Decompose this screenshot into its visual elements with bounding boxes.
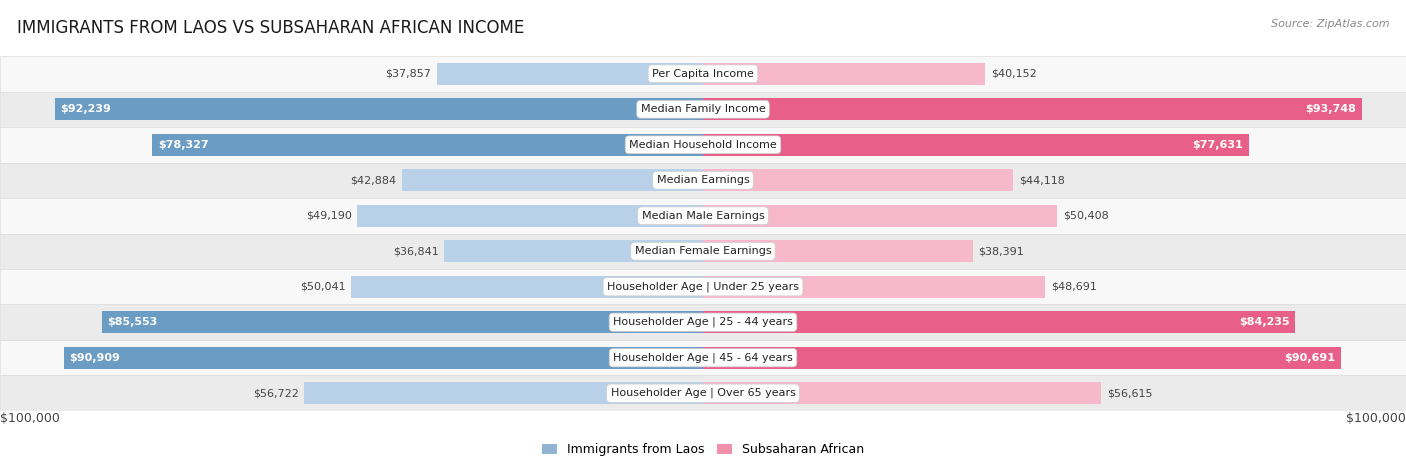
- FancyBboxPatch shape: [0, 163, 1406, 198]
- Bar: [703, 205, 1057, 227]
- FancyBboxPatch shape: [0, 340, 1406, 375]
- Text: $93,748: $93,748: [1306, 104, 1357, 114]
- Bar: [703, 382, 1101, 404]
- Text: $48,691: $48,691: [1050, 282, 1097, 292]
- Bar: [703, 98, 1362, 120]
- Bar: [703, 311, 1295, 333]
- FancyBboxPatch shape: [0, 198, 1406, 234]
- Legend: Immigrants from Laos, Subsaharan African: Immigrants from Laos, Subsaharan African: [537, 439, 869, 461]
- Text: $100,000: $100,000: [0, 412, 60, 425]
- Bar: [63, 347, 703, 369]
- Text: $44,118: $44,118: [1019, 175, 1064, 185]
- Text: Householder Age | 25 - 44 years: Householder Age | 25 - 44 years: [613, 317, 793, 327]
- Bar: [703, 276, 1045, 298]
- Text: $85,553: $85,553: [107, 317, 157, 327]
- Text: Median Household Income: Median Household Income: [628, 140, 778, 150]
- Bar: [703, 347, 1340, 369]
- Bar: [703, 240, 973, 262]
- Text: Median Female Earnings: Median Female Earnings: [634, 246, 772, 256]
- Text: $50,041: $50,041: [299, 282, 346, 292]
- Bar: [352, 276, 703, 298]
- Text: $40,152: $40,152: [991, 69, 1036, 79]
- Text: IMMIGRANTS FROM LAOS VS SUBSAHARAN AFRICAN INCOME: IMMIGRANTS FROM LAOS VS SUBSAHARAN AFRIC…: [17, 19, 524, 37]
- Bar: [703, 134, 1249, 156]
- FancyBboxPatch shape: [0, 375, 1406, 411]
- Bar: [152, 134, 703, 156]
- Bar: [402, 169, 703, 191]
- Text: $77,631: $77,631: [1192, 140, 1243, 150]
- Text: Householder Age | Under 25 years: Householder Age | Under 25 years: [607, 282, 799, 292]
- Bar: [703, 63, 986, 85]
- Bar: [101, 311, 703, 333]
- FancyBboxPatch shape: [0, 92, 1406, 127]
- Bar: [703, 169, 1014, 191]
- Text: $36,841: $36,841: [392, 246, 439, 256]
- Text: Median Male Earnings: Median Male Earnings: [641, 211, 765, 221]
- Text: $49,190: $49,190: [305, 211, 352, 221]
- Text: $38,391: $38,391: [979, 246, 1024, 256]
- Text: $90,909: $90,909: [69, 353, 121, 363]
- Text: $56,722: $56,722: [253, 388, 298, 398]
- Text: $42,884: $42,884: [350, 175, 396, 185]
- Text: $100,000: $100,000: [1346, 412, 1406, 425]
- Bar: [437, 63, 703, 85]
- Text: Source: ZipAtlas.com: Source: ZipAtlas.com: [1271, 19, 1389, 28]
- FancyBboxPatch shape: [0, 269, 1406, 304]
- Text: Per Capita Income: Per Capita Income: [652, 69, 754, 79]
- Bar: [304, 382, 703, 404]
- Bar: [55, 98, 703, 120]
- Text: Median Earnings: Median Earnings: [657, 175, 749, 185]
- FancyBboxPatch shape: [0, 304, 1406, 340]
- Text: $90,691: $90,691: [1284, 353, 1334, 363]
- Text: Householder Age | 45 - 64 years: Householder Age | 45 - 64 years: [613, 353, 793, 363]
- Text: $37,857: $37,857: [385, 69, 432, 79]
- Text: Householder Age | Over 65 years: Householder Age | Over 65 years: [610, 388, 796, 398]
- Text: $50,408: $50,408: [1063, 211, 1109, 221]
- Text: $84,235: $84,235: [1239, 317, 1289, 327]
- FancyBboxPatch shape: [0, 127, 1406, 163]
- Text: Median Family Income: Median Family Income: [641, 104, 765, 114]
- Text: $56,615: $56,615: [1107, 388, 1152, 398]
- FancyBboxPatch shape: [0, 234, 1406, 269]
- FancyBboxPatch shape: [0, 56, 1406, 92]
- Text: $78,327: $78,327: [157, 140, 208, 150]
- Bar: [444, 240, 703, 262]
- Bar: [357, 205, 703, 227]
- Text: $92,239: $92,239: [60, 104, 111, 114]
